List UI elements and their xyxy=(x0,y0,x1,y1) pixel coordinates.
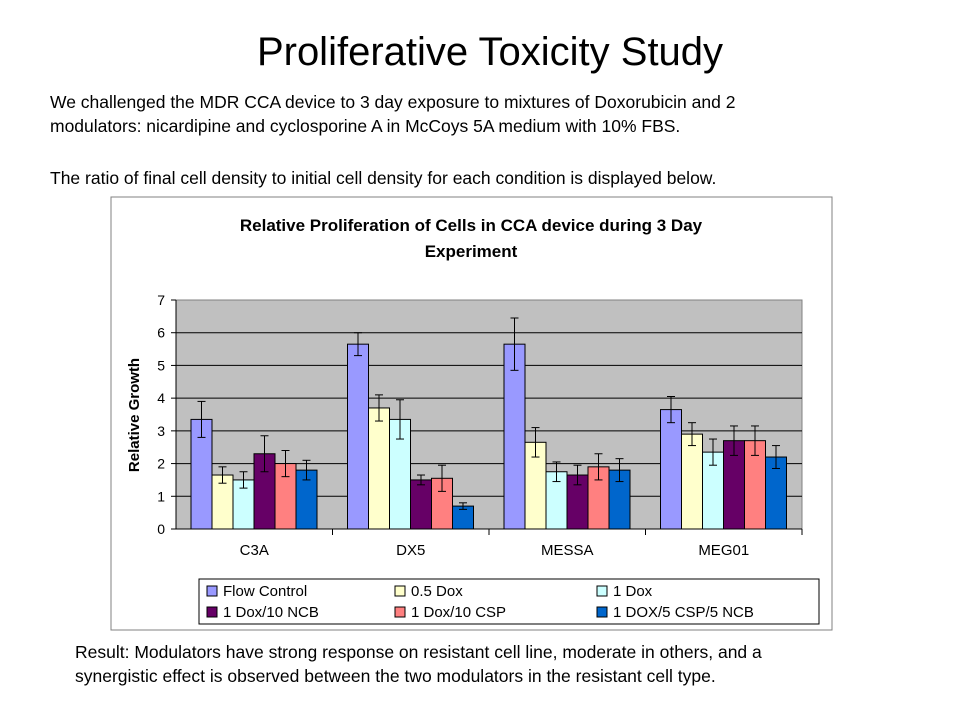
legend-swatch xyxy=(206,606,218,618)
bar xyxy=(503,343,526,530)
intro-text-line-2: modulators: nicardipine and cyclosporine… xyxy=(50,116,681,136)
legend-swatch xyxy=(206,585,218,597)
legend-swatch xyxy=(394,585,406,597)
chart-title-line-1: Relative Proliferation of Cells in CCA d… xyxy=(240,216,703,235)
y-tick-label: 4 xyxy=(157,390,165,406)
y-tick-label: 7 xyxy=(157,292,165,308)
legend-label: 1 DOX/5 CSP/5 NCB xyxy=(613,604,754,621)
result-text-line-1: Result: Modulators have strong response … xyxy=(75,642,762,662)
y-tick-label: 1 xyxy=(157,488,165,504)
legend-label: Flow Control xyxy=(223,583,307,600)
intro-text-line-1: We challenged the MDR CCA device to 3 da… xyxy=(50,92,736,112)
y-axis-label: Relative Growth xyxy=(126,358,143,472)
legend-label: 1 Dox xyxy=(613,583,653,600)
intro-text-line-3: The ratio of final cell density to initi… xyxy=(50,168,717,188)
bar xyxy=(368,407,390,530)
y-tick-label: 2 xyxy=(157,456,165,472)
bar xyxy=(410,479,432,530)
result-text-line-2: synergistic effect is observed between t… xyxy=(75,666,716,686)
legend: Flow Control 0.5 Dox 1 Dox 1 Dox/10 NCB 1 Do… xyxy=(198,578,820,625)
legend-label: 1 Dox/10 CSP xyxy=(411,604,506,621)
slide-title: Proliferative Toxicity Study xyxy=(256,30,724,74)
y-tick-label: 0 xyxy=(157,521,165,537)
legend-swatch xyxy=(596,585,608,597)
legend-swatch xyxy=(596,606,608,618)
category-label: DX5 xyxy=(396,542,425,559)
category-label: MESSA xyxy=(541,542,594,559)
bar xyxy=(681,433,703,530)
y-tick-label: 5 xyxy=(157,357,165,373)
category-label: MEG01 xyxy=(698,542,749,559)
bar xyxy=(660,409,682,530)
legend-swatch xyxy=(394,606,406,618)
legend-label: 0.5 Dox xyxy=(411,583,463,600)
plot-area: 0 1 2 3 4 5 6 7 C3A DX5 MESSA MEG01 xyxy=(157,292,803,559)
y-tick-label: 6 xyxy=(157,325,165,341)
category-label: C3A xyxy=(240,542,269,559)
y-tick-label: 3 xyxy=(157,423,165,439)
bar xyxy=(347,343,369,530)
legend-box xyxy=(198,578,820,625)
legend-label: 1 Dox/10 NCB xyxy=(223,604,319,621)
chart-title-line-2: Experiment xyxy=(425,242,518,261)
